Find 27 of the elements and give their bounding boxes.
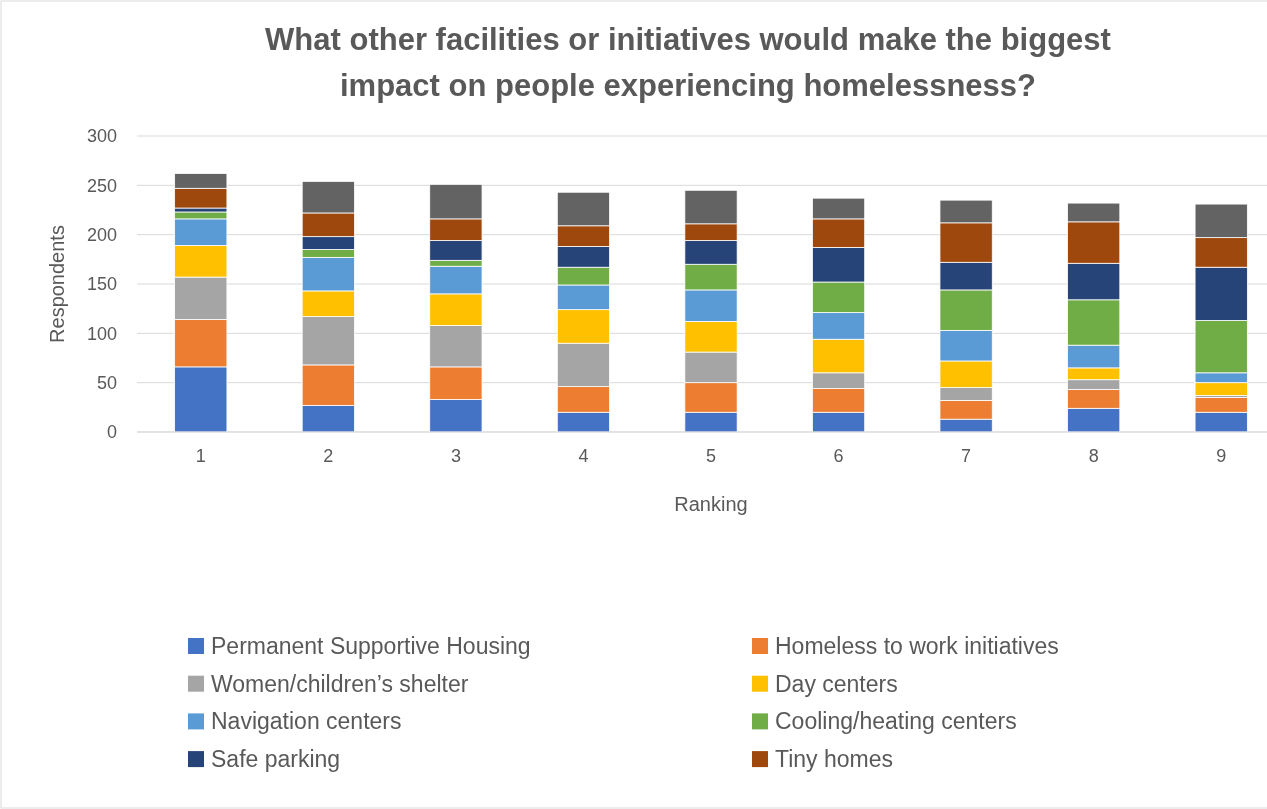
x-tick-label: 5 (705, 446, 717, 466)
legend-label: Tiny homes (775, 746, 894, 773)
x-tick-label: 6 (833, 446, 844, 466)
x-tick-label: 3 (450, 446, 461, 466)
legend-label: Women/children’s shelter (211, 670, 469, 697)
y-tick-label: 0 (106, 422, 117, 443)
x-tick-label: 2 (323, 446, 334, 466)
x-tick-label: 8 (1088, 446, 1099, 466)
y-tick-label: 200 (86, 224, 117, 245)
x-tick-label: 1 (195, 446, 206, 466)
y-axis-title: Respondents (46, 225, 68, 343)
x-tick-label: 7 (961, 446, 972, 466)
legend-label: Safe parking (211, 746, 341, 773)
y-tick-label: 50 (96, 372, 117, 393)
legend-label: Navigation centers (211, 708, 402, 735)
legend-label: Permanent Supportive Housing (211, 633, 531, 660)
x-tick-label: 4 (578, 446, 589, 466)
y-tick-label: 150 (86, 274, 117, 295)
y-tick-label: 100 (86, 323, 117, 344)
x-tick-label: 9 (1216, 446, 1227, 466)
legend-label: Cooling/heating centers (775, 708, 1017, 735)
chart-title: What other facilities or initiatives would make the biggest impact on people experiencing homelessness? (265, 22, 1111, 103)
y-tick-label: 300 (86, 126, 117, 147)
y-tick-label: 250 (86, 175, 117, 196)
x-axis-title: Ranking (674, 493, 748, 515)
legend-label: Day centers (775, 670, 898, 697)
legend-label: Homeless to work initiatives (775, 633, 1059, 660)
